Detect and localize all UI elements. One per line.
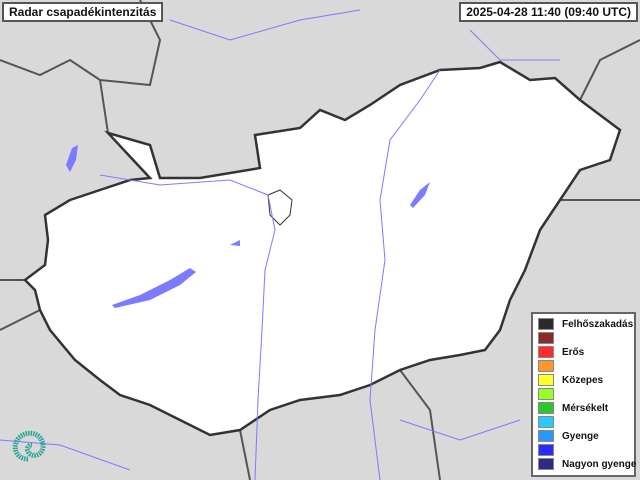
legend-label: Mérsékelt xyxy=(562,402,609,414)
legend-item xyxy=(538,332,562,344)
legend-item: Felhőszakadás xyxy=(538,318,633,330)
legend-item xyxy=(538,360,562,372)
legend-swatch xyxy=(538,332,554,344)
legend-swatch xyxy=(538,388,554,400)
swirl-logo-icon xyxy=(12,430,46,462)
hungary-country-shape xyxy=(23,60,622,437)
legend-swatch xyxy=(538,430,554,442)
legend-item: Gyenge xyxy=(538,430,599,442)
rivers-south xyxy=(0,419,521,471)
legend-item xyxy=(538,444,562,456)
legend-label: Nagyon gyenge xyxy=(562,458,637,470)
lake-velence xyxy=(230,240,240,246)
map-title: Radar csapadékintenzitás xyxy=(2,2,164,22)
lake-balaton xyxy=(112,268,196,308)
legend-item: Mérsékelt xyxy=(538,402,608,414)
legend-label: Gyenge xyxy=(562,430,599,442)
legend-swatch xyxy=(538,458,554,470)
legend-swatch xyxy=(538,444,554,456)
timestamp: 2025-04-28 11:40 (09:40 UTC) xyxy=(459,2,638,22)
legend-swatch xyxy=(538,374,554,386)
legend-swatch xyxy=(538,318,554,330)
lake-neusiedl xyxy=(66,145,78,172)
legend-item: Közepes xyxy=(538,374,603,386)
rivers-north xyxy=(169,9,560,61)
legend-swatch xyxy=(538,360,554,372)
legend-item xyxy=(538,388,562,400)
lake-tisza xyxy=(410,182,430,208)
legend-label: Erős xyxy=(562,346,585,358)
legend-label: Felhőszakadás xyxy=(562,318,634,330)
danube-river xyxy=(99,174,276,480)
legend-item: Erős xyxy=(538,346,584,358)
legend-item xyxy=(538,416,562,428)
legend-item: Nagyon gyenge xyxy=(538,458,636,470)
legend-swatch xyxy=(538,402,554,414)
budapest-outline xyxy=(267,189,293,226)
legend: Felhőszakadás Erős Közepes Mérsékelt Gyenge N… xyxy=(531,312,636,477)
legend-label: Közepes xyxy=(562,374,604,386)
legend-swatch xyxy=(538,416,554,428)
tisza-river xyxy=(369,69,441,480)
legend-swatch xyxy=(538,346,554,358)
